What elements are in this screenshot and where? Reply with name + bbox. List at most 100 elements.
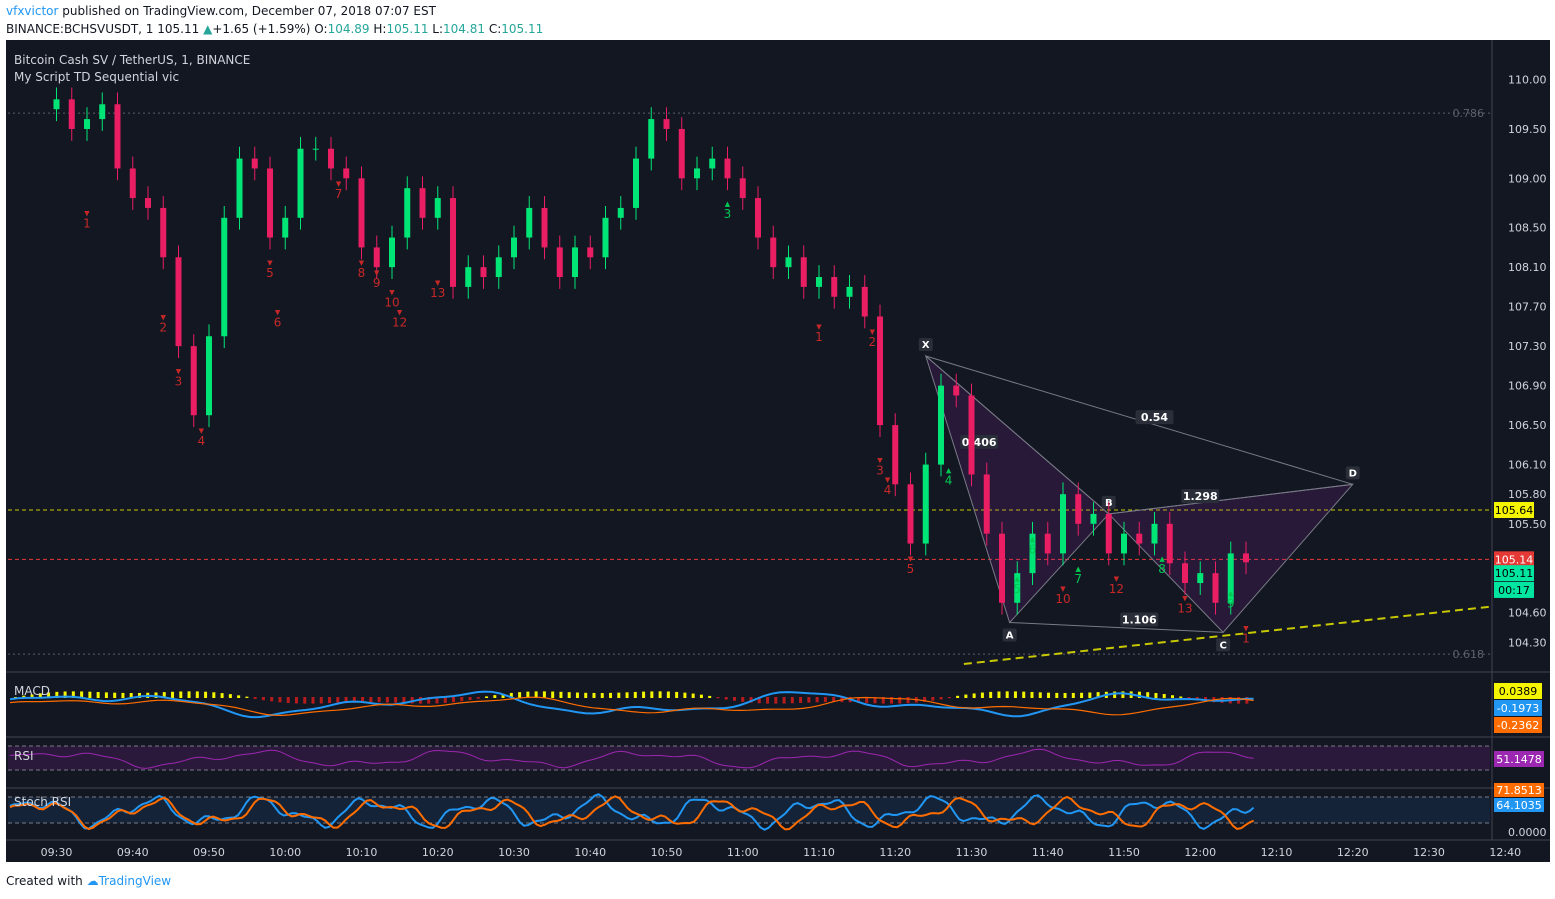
candle-body bbox=[1121, 533, 1127, 554]
time-tick-2: 09:50 bbox=[193, 846, 225, 859]
candle-body bbox=[755, 198, 761, 238]
publish-header: vfxvictor published on TradingView.com, … bbox=[6, 4, 436, 18]
candle-body bbox=[1227, 553, 1234, 603]
td-arrow-17: ▲ bbox=[725, 200, 731, 208]
candle-body bbox=[587, 247, 594, 258]
macd-hist-bar bbox=[1030, 691, 1034, 698]
author-link[interactable]: vfxvictor bbox=[6, 4, 59, 18]
macd-hist-bar bbox=[898, 697, 902, 704]
candle-body bbox=[434, 198, 441, 218]
macd-hist-bar bbox=[113, 692, 117, 698]
candle-body bbox=[1105, 513, 1112, 554]
td-count-20: 6 bbox=[1029, 542, 1037, 556]
macd-hist-bar bbox=[617, 692, 621, 698]
macd-hist-bar bbox=[1187, 697, 1191, 699]
td-count-5: 6 bbox=[274, 315, 282, 329]
candle-body bbox=[1044, 533, 1051, 554]
macd-hist-bar bbox=[542, 691, 546, 698]
price-tick-3: 108.50 bbox=[1508, 222, 1547, 235]
macd-hist-bar bbox=[766, 697, 770, 704]
macd-hist-bar bbox=[286, 697, 290, 704]
macd-hist-bar bbox=[1022, 691, 1026, 698]
pattern-point-bg-X bbox=[918, 338, 933, 351]
macd-hist-bar bbox=[732, 697, 736, 701]
time-tick-9: 11:00 bbox=[727, 846, 759, 859]
candle-body bbox=[236, 158, 243, 218]
candle-body bbox=[1090, 513, 1097, 524]
candle-body bbox=[1197, 573, 1204, 584]
td-arrow-3: ▼ bbox=[199, 427, 205, 435]
candle-body bbox=[617, 207, 624, 218]
td-arrow-22: ▲ bbox=[1159, 555, 1165, 563]
macd-hist-bar bbox=[369, 697, 373, 703]
ratio-label-0: 0.406 bbox=[962, 436, 997, 449]
price-axis[interactable]: 110.00 109.50 109.00 108.50 108.10 107.70 107.… bbox=[1494, 74, 1547, 650]
rsi-line bbox=[9, 748, 1254, 769]
tradingview-logo-icon[interactable]: ☁ bbox=[86, 874, 99, 888]
macd-hist-bar bbox=[683, 692, 687, 698]
td-arrow-25: ▼ bbox=[1114, 575, 1120, 583]
stoch-badge-1: 64.1035 bbox=[1496, 799, 1542, 812]
time-tick-1: 09:40 bbox=[117, 846, 149, 859]
td-count-19: 5 bbox=[1013, 582, 1021, 596]
macd-hist-bar bbox=[947, 697, 951, 699]
candle-body bbox=[129, 168, 136, 199]
indicator-title: My Script TD Sequential vic bbox=[14, 70, 179, 84]
candle-body bbox=[633, 158, 639, 208]
candle-body bbox=[785, 257, 792, 268]
tradingview-brand[interactable]: TradingView bbox=[98, 874, 172, 888]
price-badge-bg-2 bbox=[1494, 565, 1534, 582]
candle-body bbox=[297, 148, 304, 218]
candle-body bbox=[145, 198, 151, 208]
td-count-14: 3 bbox=[876, 463, 884, 477]
td-count-26: 13 bbox=[1177, 602, 1192, 616]
macd-hist-bar bbox=[600, 692, 604, 698]
time-tick-11: 11:20 bbox=[879, 846, 911, 859]
macd-hist-bar bbox=[311, 697, 315, 704]
td-count-22: 8 bbox=[1158, 562, 1166, 576]
td-count-11: 13 bbox=[430, 286, 445, 300]
candle-body bbox=[526, 207, 533, 238]
time-tick-13: 11:40 bbox=[1032, 846, 1064, 859]
macd-hist-bar bbox=[80, 691, 84, 698]
td-arrow-5: ▼ bbox=[275, 308, 281, 316]
price-badge-bg-3 bbox=[1494, 581, 1534, 598]
macd-hist-bar bbox=[1137, 691, 1141, 698]
candle-body bbox=[465, 267, 472, 287]
macd-hist-bar bbox=[939, 697, 943, 700]
price-tick-10: 105.80 bbox=[1508, 488, 1547, 501]
macd-hist-bar bbox=[195, 691, 199, 698]
macd-hist-bar bbox=[666, 691, 670, 698]
candle-body bbox=[831, 277, 838, 297]
close-label: C: bbox=[488, 22, 502, 36]
candle-body bbox=[1151, 523, 1158, 544]
td-count-15: 4 bbox=[884, 483, 892, 497]
td-arrow-21: ▲ bbox=[1076, 565, 1082, 573]
macd-hist-bar bbox=[625, 692, 629, 698]
time-axis[interactable]: 09:30 09:40 09:50 10:00 10:10 10:20 10:30 10:40… bbox=[41, 846, 1521, 859]
macd-line bbox=[9, 690, 1254, 719]
candle-body bbox=[328, 148, 334, 169]
macd-hist-bar bbox=[228, 694, 232, 698]
macd-hist-bar bbox=[1055, 692, 1059, 698]
time-tick-17: 12:20 bbox=[1337, 846, 1369, 859]
symbol-header: BINANCE:BCHSVUSDT, 1 105.11 ▲+1.65 (+1.5… bbox=[6, 22, 543, 36]
macd-hist-bar bbox=[551, 691, 555, 698]
time-tick-10: 11:10 bbox=[803, 846, 835, 859]
stoch-badge-0: 71.8513 bbox=[1496, 784, 1542, 797]
macd-hist-bar bbox=[303, 697, 307, 704]
macd-hist-bar bbox=[336, 697, 340, 703]
time-tick-6: 10:30 bbox=[498, 846, 530, 859]
pattern-point-C: C bbox=[1219, 640, 1226, 651]
time-tick-12: 11:30 bbox=[956, 846, 988, 859]
macd-hist-bar bbox=[832, 697, 836, 703]
macd-hist-bar bbox=[30, 694, 34, 698]
candle-body bbox=[190, 346, 197, 416]
td-arrow-13: ▼ bbox=[870, 328, 876, 336]
macd-hist-bar bbox=[1071, 692, 1075, 698]
macd-hist-bar bbox=[394, 697, 398, 703]
candle-body bbox=[495, 257, 502, 278]
macd-hist-bar bbox=[427, 697, 431, 704]
price-tick-0: 110.00 bbox=[1508, 74, 1547, 87]
